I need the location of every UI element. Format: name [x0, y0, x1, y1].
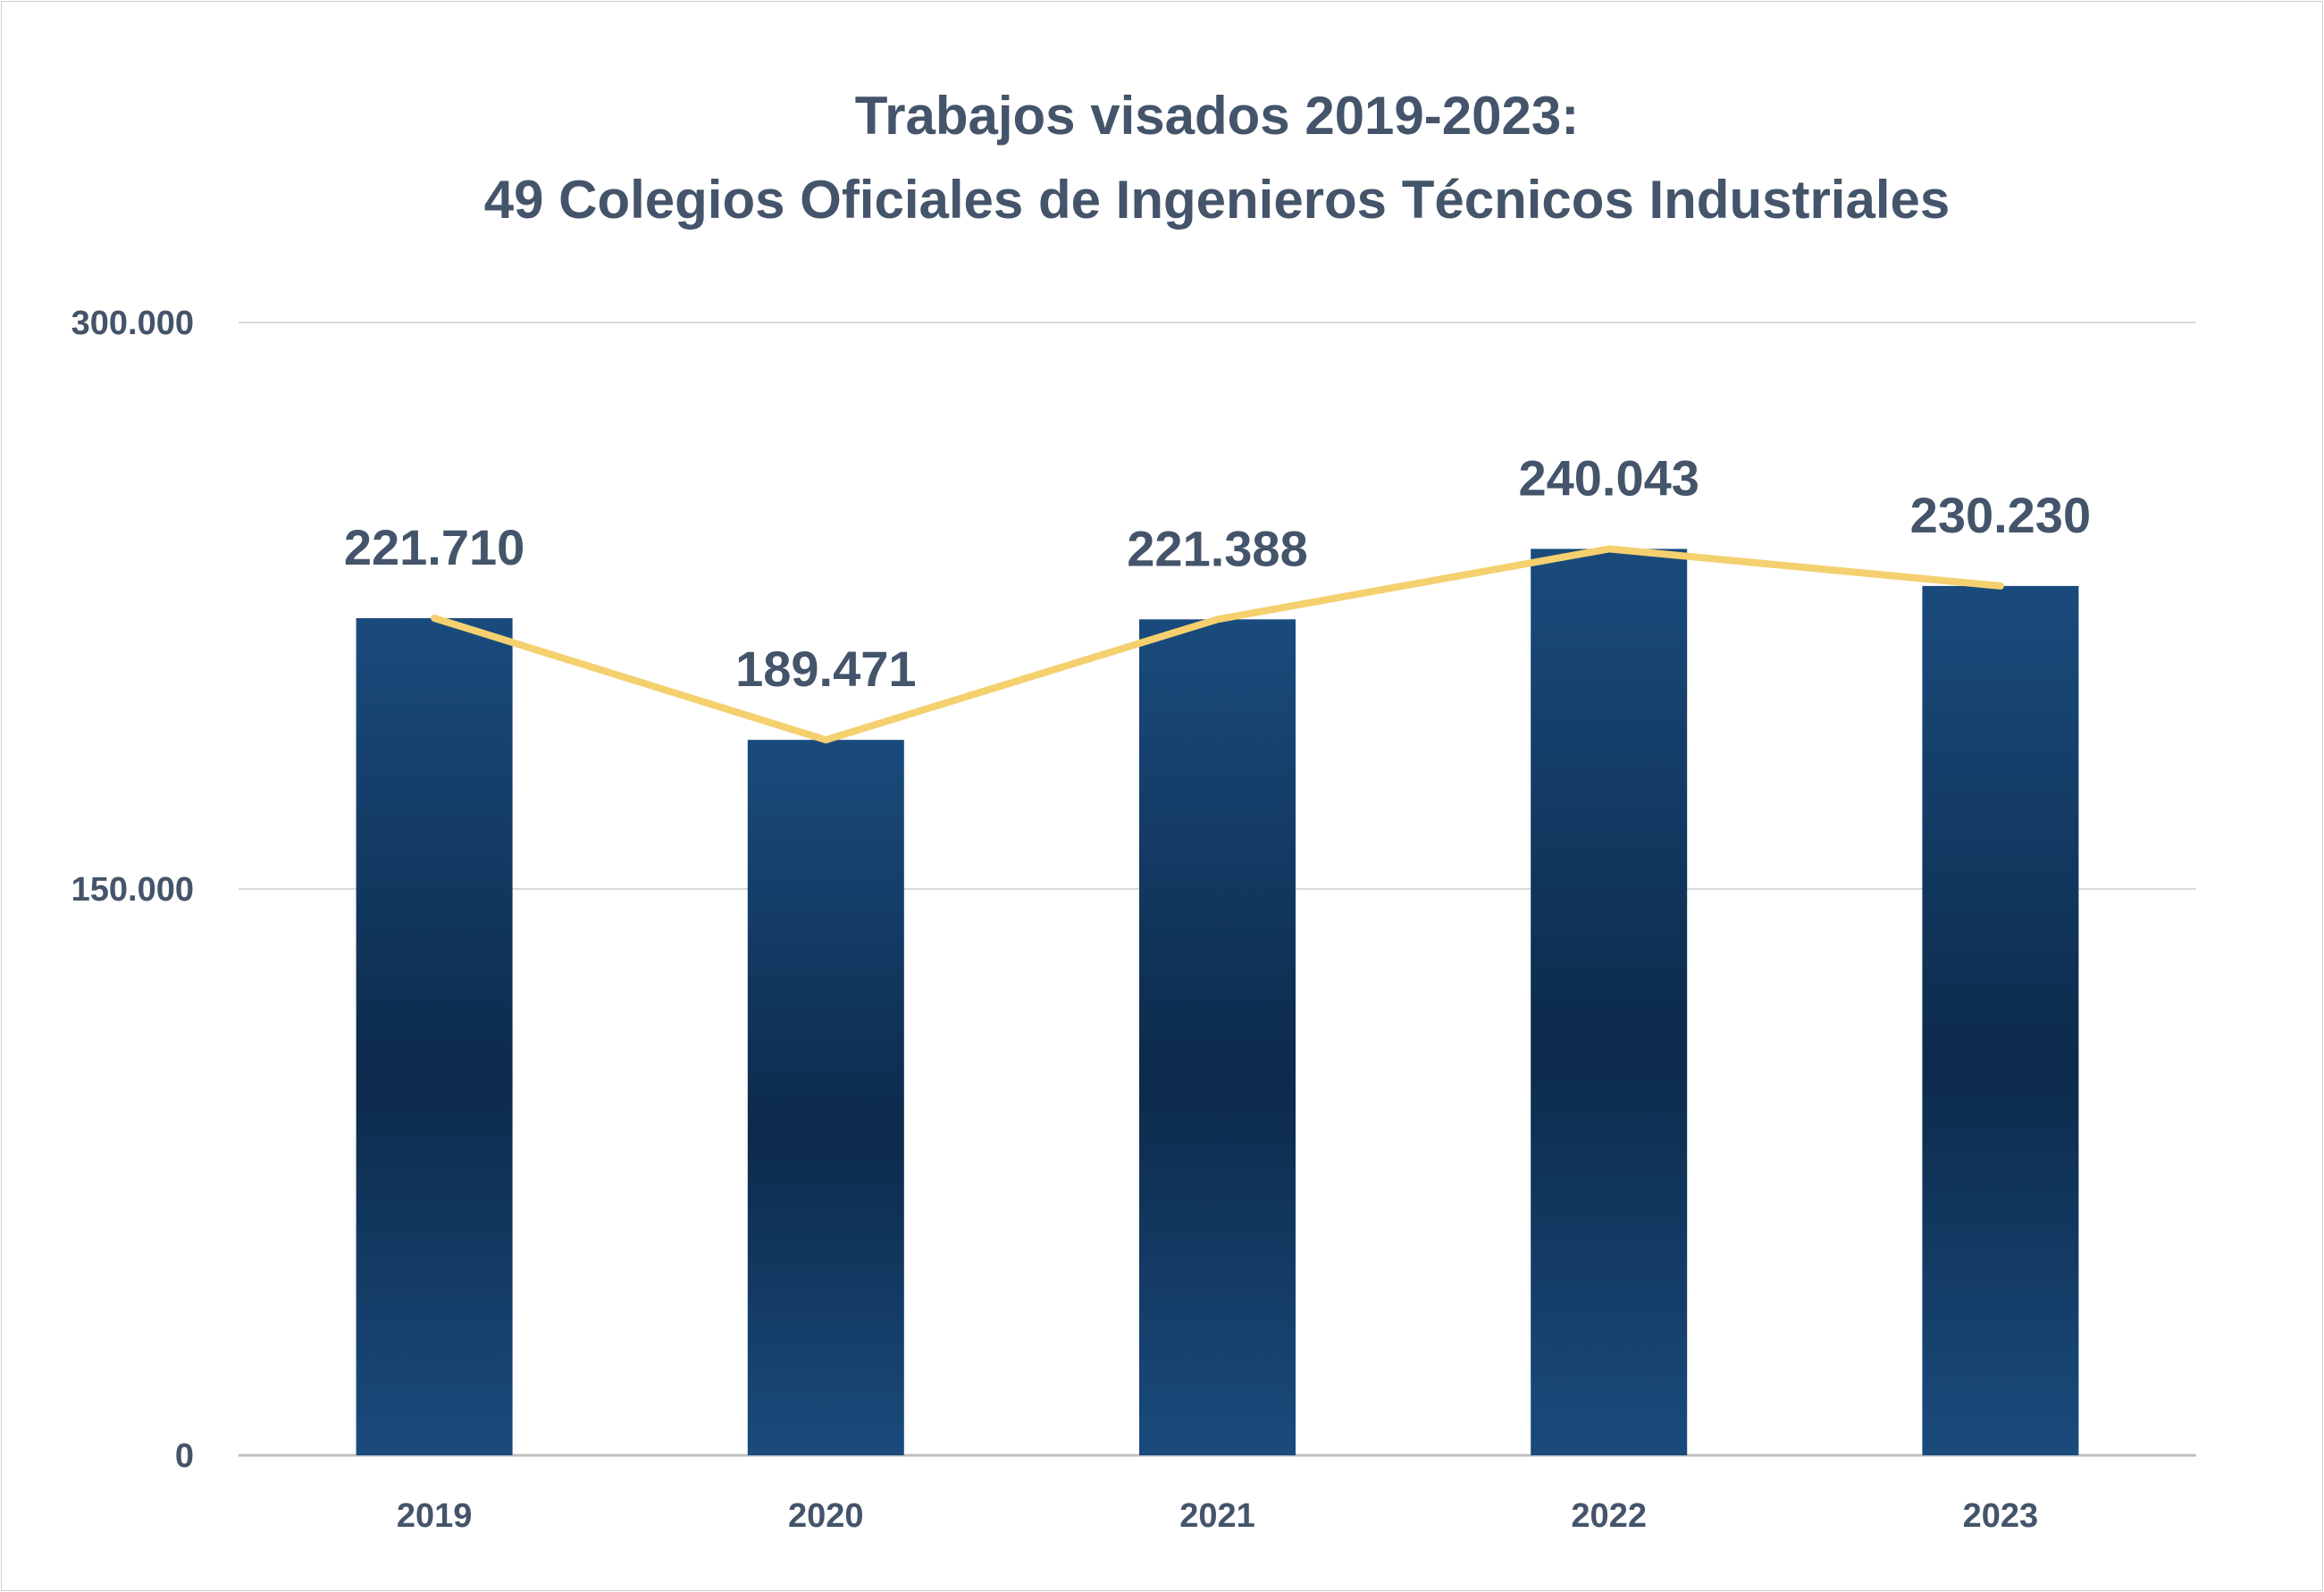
data-label: 189.471	[735, 641, 916, 697]
chart-title: Trabajos visados 2019-2023:	[855, 86, 1579, 146]
bars	[356, 549, 2079, 1455]
x-tick-label: 2019	[397, 1497, 473, 1535]
trend-line-group	[431, 545, 2004, 744]
x-tick-label: 2021	[1179, 1497, 1255, 1535]
x-tick-label: 2020	[788, 1497, 864, 1535]
x-tick-label: 2022	[1571, 1497, 1647, 1535]
x-axis-ticks: 2019 2020 2021 2022 2023	[397, 1497, 2038, 1535]
x-tick-label: 2023	[1963, 1497, 2039, 1535]
bar	[747, 740, 904, 1455]
y-tick-label: 150.000	[71, 871, 194, 909]
data-label: 230.230	[1910, 487, 2091, 543]
data-label: 221.710	[344, 519, 524, 575]
bar	[1922, 585, 2079, 1455]
y-tick-label: 300.000	[71, 305, 194, 342]
y-tick-label: 0	[175, 1437, 194, 1475]
y-axis-ticks: 0 150.000 300.000	[71, 305, 194, 1475]
data-labels: 221.710 189.471 221.388 240.043 230.230	[344, 449, 2091, 697]
data-label: 221.388	[1127, 520, 1307, 576]
data-label: 240.043	[1518, 449, 1699, 506]
trend-line	[431, 545, 2004, 744]
bar	[1139, 619, 1296, 1455]
bar	[1531, 549, 1688, 1455]
bar	[356, 617, 513, 1455]
chart-subtitle: 49 Colegios Oficiales de Ingenieros Técn…	[484, 170, 1951, 230]
